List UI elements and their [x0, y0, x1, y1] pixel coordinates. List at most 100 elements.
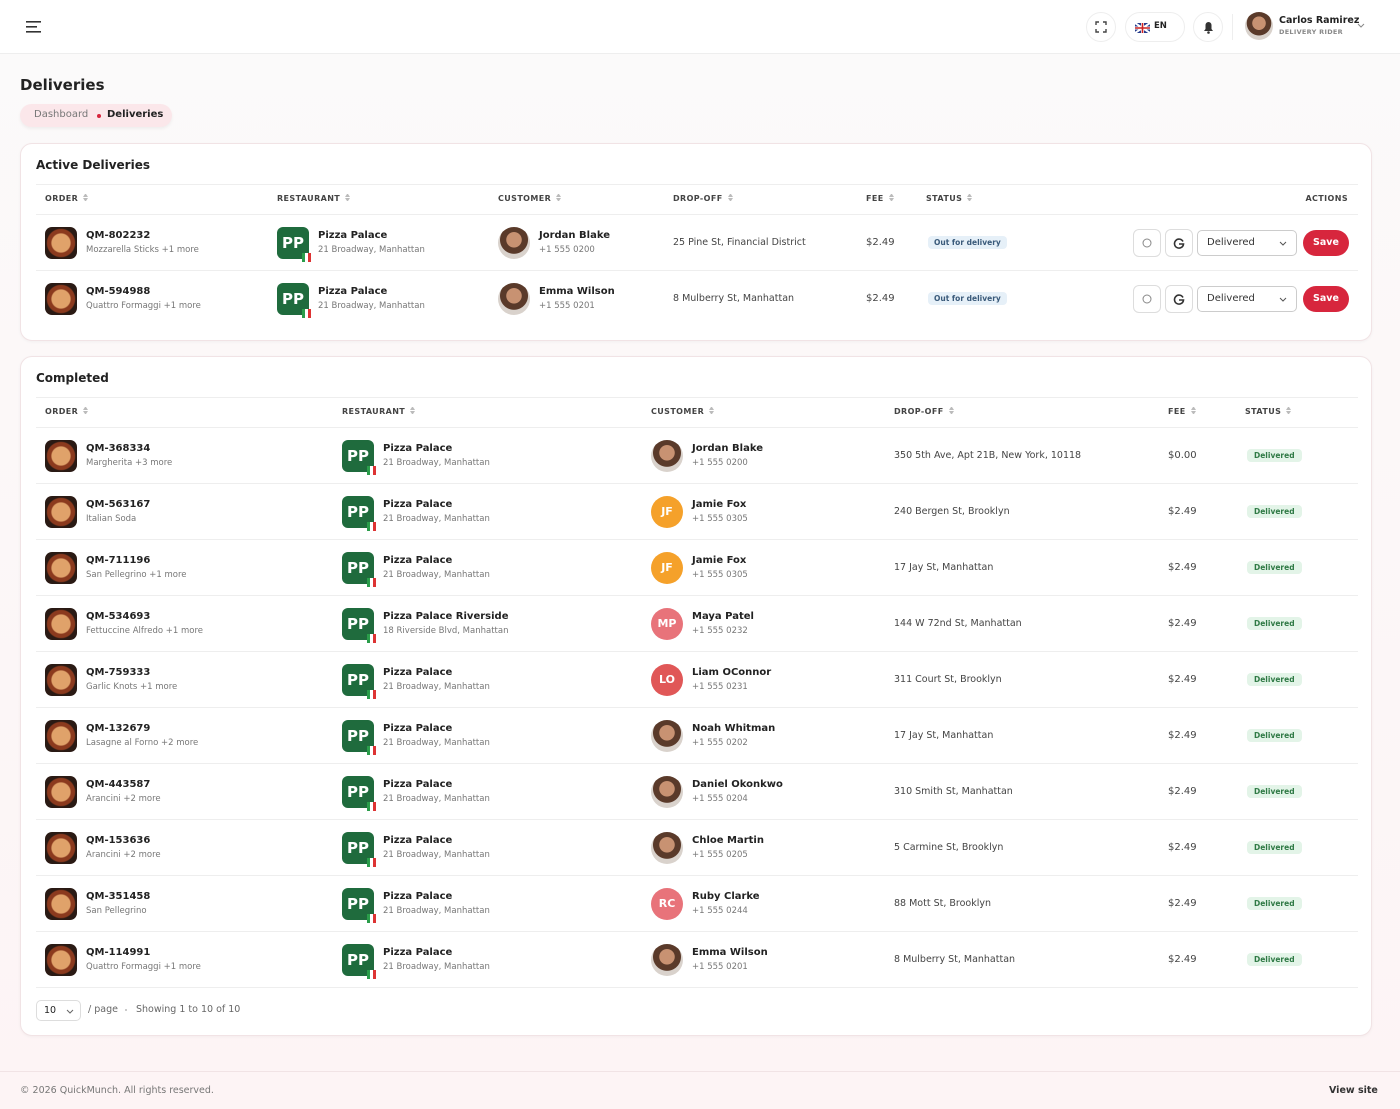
column-header: ORDER	[45, 407, 89, 416]
divider	[36, 987, 1358, 988]
user-role: DELIVERY RIDER	[1279, 28, 1343, 36]
restaurant-secondary: 18 Riverside Blvd, Manhattan	[383, 626, 509, 636]
map-button[interactable]	[1133, 229, 1161, 257]
divider	[36, 763, 1358, 764]
restaurant-primary: Pizza Palace	[383, 835, 453, 846]
dropoff: 310 Smith St, Manhattan	[894, 786, 1013, 797]
per-page-label: / page	[88, 1004, 118, 1015]
flag	[367, 914, 376, 923]
showing-label: Showing 1 to 10 of 10	[136, 1004, 241, 1015]
order-primary: QM-132679	[86, 723, 151, 734]
breadcrumb-link[interactable]: Dashboard	[34, 109, 89, 120]
customer-primary: Daniel Okonkwo	[692, 779, 783, 790]
fee: $2.49	[1168, 674, 1197, 685]
order-primary: QM-759333	[86, 667, 151, 678]
restaurant-logo: PP	[277, 227, 311, 262]
user-avatar[interactable]	[1245, 12, 1273, 40]
restaurant-secondary: 21 Broadway, Manhattan	[383, 850, 490, 860]
restaurant-logo: PP	[342, 552, 376, 587]
map-button[interactable]	[1133, 285, 1161, 313]
food-image	[45, 720, 77, 752]
fullscreen-button[interactable]	[1086, 12, 1116, 42]
customer-primary: Emma Wilson	[539, 286, 615, 297]
copyright: © 2026 QuickMunch. All rights reserved.	[20, 1085, 214, 1096]
restaurant-secondary: 21 Broadway, Manhattan	[383, 906, 490, 916]
breadcrumb: Dashboard Deliveries	[20, 104, 172, 127]
customer-secondary: +1 555 0244	[692, 906, 748, 916]
view-site-link[interactable]: View site	[1329, 1085, 1378, 1096]
status-badge: Delivered	[1247, 897, 1302, 910]
dropoff: 144 W 72nd St, Manhattan	[894, 618, 1022, 629]
restaurant-primary: Pizza Palace	[383, 667, 453, 678]
customer-primary: Noah Whitman	[692, 723, 776, 734]
flag	[367, 746, 376, 755]
divider	[36, 539, 1358, 540]
status-select[interactable]: Delivered	[1197, 286, 1297, 312]
sort-icon[interactable]	[83, 194, 89, 202]
divider	[36, 875, 1358, 876]
status-badge: Out for delivery	[928, 236, 1007, 249]
card-title: Completed	[36, 371, 109, 385]
order-primary: QM-563167	[86, 499, 151, 510]
restaurant-logo: PP	[342, 440, 376, 475]
divider	[36, 184, 1358, 185]
breadcrumb-separator	[97, 114, 101, 118]
order-primary: QM-594988	[86, 286, 151, 297]
column-header: ORDER	[45, 194, 89, 203]
restaurant-primary: Pizza Palace Riverside	[383, 611, 509, 622]
dropoff: 311 Court St, Brooklyn	[894, 674, 1002, 685]
restaurant-logo: PP	[342, 888, 376, 923]
customer-secondary: +1 555 0231	[692, 682, 748, 692]
column-header: CUSTOMER	[651, 407, 715, 416]
restaurant-primary: Pizza Palace	[318, 286, 388, 297]
user-menu-caret[interactable]	[1357, 23, 1365, 29]
sort-icon[interactable]	[727, 194, 733, 202]
flag	[367, 522, 376, 531]
sort-icon[interactable]	[709, 407, 715, 415]
page-size-select[interactable]: 10	[36, 1000, 81, 1021]
customer-avatar: JF	[651, 496, 683, 528]
sort-icon[interactable]	[1190, 407, 1196, 415]
fee: $2.49	[1168, 730, 1197, 741]
restaurant-secondary: 21 Broadway, Manhattan	[318, 301, 425, 311]
status-select[interactable]: Delivered	[1197, 230, 1297, 256]
status-badge: Delivered	[1247, 841, 1302, 854]
restaurant-primary: Pizza Palace	[383, 723, 453, 734]
sort-icon[interactable]	[345, 194, 351, 202]
restaurant-logo: PP	[342, 832, 376, 867]
sort-icon[interactable]	[1286, 407, 1292, 415]
divider	[36, 397, 1358, 398]
notifications-button[interactable]	[1193, 12, 1223, 42]
order-secondary: Arancini +2 more	[86, 850, 161, 860]
page-size: 10	[44, 1005, 57, 1016]
save-button[interactable]: Save	[1303, 286, 1349, 312]
sort-icon[interactable]	[888, 194, 894, 202]
google-button[interactable]	[1165, 229, 1193, 257]
restaurant-secondary: 21 Broadway, Manhattan	[383, 794, 490, 804]
fee: $2.49	[1168, 786, 1197, 797]
restaurant-primary: Pizza Palace	[383, 443, 453, 454]
dropoff: 8 Mulberry St, Manhattan	[894, 954, 1016, 965]
customer-avatar	[651, 776, 683, 808]
sort-icon[interactable]	[83, 407, 89, 415]
menu-button[interactable]	[26, 20, 42, 34]
footer-divider	[0, 1071, 1400, 1072]
flag	[302, 309, 311, 318]
restaurant-logo: PP	[342, 664, 376, 699]
sort-icon[interactable]	[967, 194, 973, 202]
restaurant-primary: Pizza Palace	[383, 947, 453, 958]
order-primary: QM-351458	[86, 891, 151, 902]
customer-avatar: MP	[651, 608, 683, 640]
save-button[interactable]: Save	[1303, 230, 1349, 256]
divider	[36, 427, 1358, 428]
divider	[36, 214, 1358, 215]
dropoff: 88 Mott St, Brooklyn	[894, 898, 992, 909]
sort-icon[interactable]	[410, 407, 416, 415]
select-value: Delivered	[1207, 237, 1255, 248]
language-button[interactable]: EN	[1125, 12, 1185, 42]
sort-icon[interactable]	[948, 407, 954, 415]
column-header: CUSTOMER	[498, 194, 562, 203]
google-button[interactable]	[1165, 285, 1193, 313]
sort-icon[interactable]	[556, 194, 562, 202]
